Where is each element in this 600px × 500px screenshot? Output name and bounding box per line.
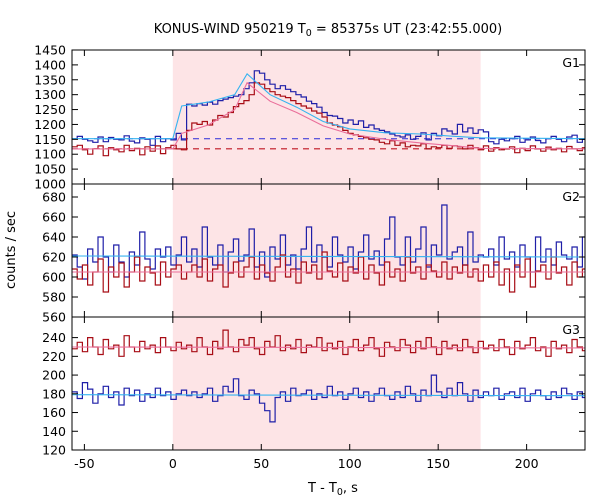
panels-group: 1000105011001150120012501300135014001450…: [34, 43, 586, 471]
y-tick-label: 1050: [34, 162, 66, 177]
red-fit-curve: [72, 346, 585, 349]
y-tick-label: 620: [42, 250, 66, 265]
y-axis-label: counts / sec: [4, 211, 19, 289]
y-tick-label: 580: [42, 290, 66, 305]
blue-count-histogram: [72, 204, 585, 280]
chart-title-main: KONUS-WIND 950219 T: [154, 22, 306, 37]
y-tick-label: 640: [42, 230, 66, 245]
y-tick-label: 240: [42, 330, 66, 345]
y-tick-label: 1450: [34, 43, 66, 58]
blue-count-histogram: [72, 70, 585, 146]
panel-g1: 1000105011001150120012501300135014001450…: [34, 43, 586, 192]
panel-label: G3: [562, 322, 580, 337]
y-tick-label: 160: [42, 405, 66, 420]
x-axis-label: T - T0, s: [307, 481, 358, 498]
y-tick-label: 1100: [34, 147, 66, 162]
panel-g3: 120 140 160 180 200 220 240 G3: [42, 316, 586, 458]
burst-interval-shading: [172, 184, 481, 317]
x-axis-label-main: T - T: [307, 481, 337, 496]
chart-title-subscript: 0: [306, 28, 312, 39]
y-tick-label: 600: [42, 270, 66, 285]
x-tick-label: 0: [169, 456, 177, 471]
x-tick-label: 50: [253, 456, 269, 471]
x-axis-label-subscript: 0: [337, 487, 343, 498]
panel-label: G1: [562, 55, 580, 70]
x-tick-label: 200: [515, 456, 539, 471]
y-tick-label: 680: [42, 190, 66, 205]
y-tick-label: 120: [42, 443, 66, 458]
y-tick-label: 200: [42, 368, 66, 383]
chart-title-suffix: = 85375s UT (23:42:55.000): [312, 22, 502, 37]
y-tick-label: 1250: [34, 102, 66, 117]
y-tick-label: 1150: [34, 132, 66, 147]
chart-title: KONUS-WIND 950219 T0 = 85375s UT (23:42:…: [154, 22, 503, 39]
blue-fit-curve: [72, 394, 585, 397]
panel-plot-area: [72, 70, 585, 157]
red-fit-curve: [72, 81, 585, 150]
x-tick-label: 100: [338, 456, 362, 471]
y-tick-label: 660: [42, 210, 66, 225]
y-tick-label: 180: [42, 386, 66, 401]
burst-interval-shading: [172, 317, 481, 450]
y-tick-label: 1300: [34, 87, 66, 102]
x-tick-label: 150: [426, 456, 450, 471]
y-tick-label: 1350: [34, 72, 66, 87]
panel-frame: [71, 316, 586, 451]
panel-plot-area: [72, 204, 585, 293]
x-axis-label-suffix: , s: [343, 481, 358, 496]
x-tick-label: -50: [74, 456, 94, 471]
y-tick-label: 220: [42, 349, 66, 364]
panel-plot-area: [72, 329, 585, 423]
y-tick-label: 140: [42, 424, 66, 439]
y-tick-label: 1400: [34, 57, 66, 72]
panel-label: G2: [562, 189, 580, 204]
y-tick-label: 1200: [34, 117, 66, 132]
blue-fit-curve: [72, 72, 585, 140]
blue-fit-curve: [72, 255, 585, 258]
panel-g2: 560 580 600 620 640 660 680 G2: [42, 183, 586, 325]
y-tick-label: 1000: [34, 177, 66, 192]
y-tick-label: 560: [42, 310, 66, 325]
